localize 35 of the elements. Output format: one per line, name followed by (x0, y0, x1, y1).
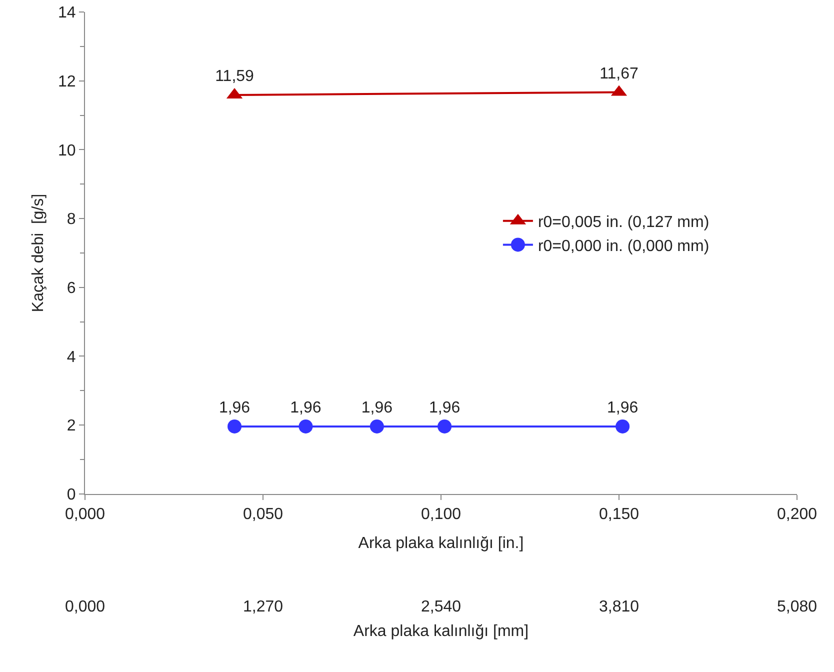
x2-tick-label: 1,270 (242, 598, 284, 616)
x2-tick-label: 3,810 (598, 598, 640, 616)
point (616, 419, 630, 434)
x2-axis-title: Arka plaka kalınlığı [mm] (353, 623, 529, 640)
point (298, 419, 313, 434)
y-tick-label: 0 (66, 486, 76, 504)
point (228, 419, 242, 434)
point (438, 419, 452, 434)
x2-tick-label: 5,080 (776, 598, 818, 616)
x-tick-label: 0,150 (598, 506, 640, 524)
y-tick-label: 12 (58, 73, 76, 90)
x2-tick-label: 0,000 (64, 598, 106, 616)
data-label: 1,96 (218, 400, 250, 417)
y-tick-label: 8 (66, 211, 76, 228)
data-label: 1,96 (606, 400, 638, 417)
y-tick-label: 2 (66, 418, 76, 435)
x2-tick-label: 2,540 (420, 598, 462, 616)
legend-label: r0=0,005 in. (0,127 mm) (538, 214, 710, 232)
data-label: 11,59 (215, 68, 254, 86)
legend-label: r0=0,000 in. (0,000 mm) (538, 238, 710, 255)
data-label: 1,96 (361, 400, 393, 417)
data-label: 1,96 (428, 400, 460, 417)
x-tick-label: 0,050 (242, 506, 284, 524)
x-axis-title: Arka plaka kalınlığı [in.] (358, 534, 524, 552)
y-tick-label: 10 (58, 142, 76, 160)
data-label: 11,67 (600, 65, 639, 82)
y-tick-label: 4 (66, 348, 76, 366)
point (370, 419, 384, 434)
x-tick-label: 0,200 (776, 506, 818, 524)
y-tick-label: 14 (58, 4, 76, 22)
y-axis-title: Kaçak debi [g/s] (30, 194, 47, 312)
x-tick-label: 0,000 (64, 506, 106, 524)
x-tick-label: 0,100 (420, 506, 462, 524)
y-tick-label: 6 (66, 280, 76, 297)
data-label: 1,96 (290, 400, 322, 417)
